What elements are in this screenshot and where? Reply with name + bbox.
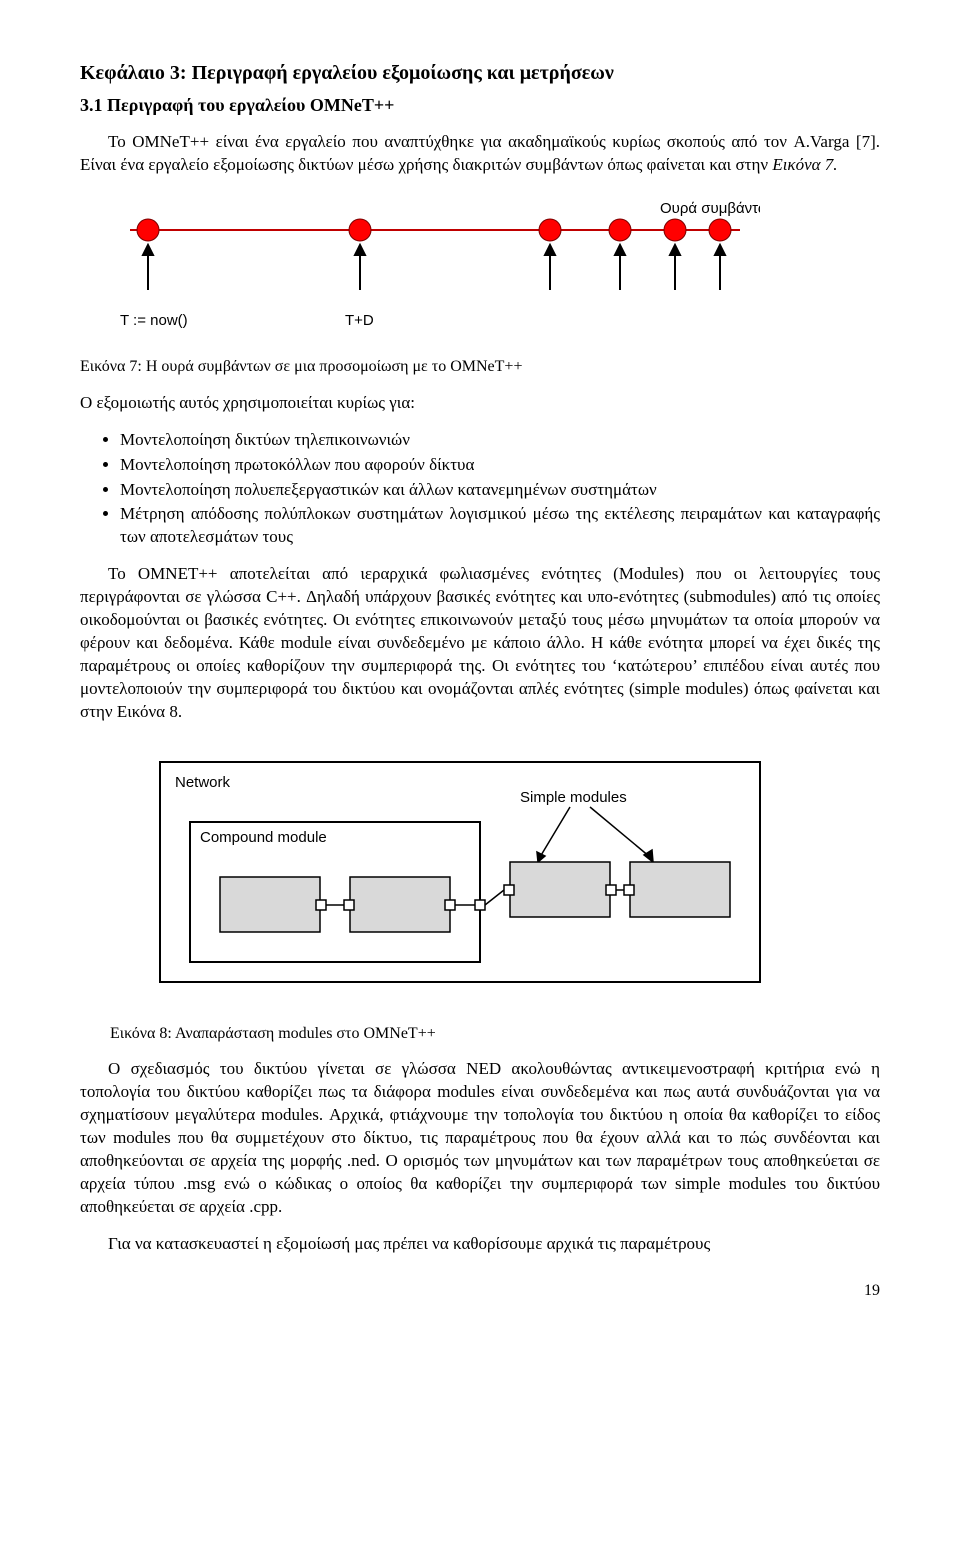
paragraph-intro-text: Το OMNeT++ είναι ένα εργαλείο που αναπτύ… — [80, 132, 880, 174]
connector-port — [475, 900, 485, 910]
event-circle — [664, 219, 686, 241]
bullet-list: Μοντελοποίηση δικτύων τηλεπικοινωνιών Μο… — [120, 429, 880, 550]
simple-module-box — [350, 877, 450, 932]
t-now-label: T := now() — [120, 312, 188, 329]
network-label: Network — [175, 774, 231, 791]
connector-port — [445, 900, 455, 910]
figure-8-caption: Εικόνα 8: Αναπαράσταση modules στο OMNeT… — [110, 1023, 880, 1045]
list-item: Μοντελοποίηση δικτύων τηλεπικοινωνιών — [120, 429, 880, 452]
figure7-ref: Εικόνα 7. — [772, 155, 837, 174]
paragraph-intro: Το OMNeT++ είναι ένα εργαλείο που αναπτύ… — [80, 131, 880, 177]
event-circle — [539, 219, 561, 241]
list-intro: Ο εξομοιωτής αυτός χρησιμοποιείται κυρίω… — [80, 392, 880, 415]
arrow-group — [143, 245, 725, 290]
connector-port — [606, 885, 616, 895]
event-circle — [709, 219, 731, 241]
simple-modules-label: Simple modules — [520, 789, 627, 806]
simple-module-box — [220, 877, 320, 932]
paragraph-ned: Ο σχεδιασμός του δικτύου γίνεται σε γλώσ… — [80, 1058, 880, 1219]
paragraph-modules: Το OMNET++ αποτελείται από ιεραρχικά φωλ… — [80, 563, 880, 724]
event-circle — [137, 219, 159, 241]
connector-port — [624, 885, 634, 895]
paragraph-last: Για να κατασκευαστεί η εξομοίωσή μας πρέ… — [80, 1233, 880, 1256]
figure-7-svg: Ουρά συμβάντων T := now() T+D — [120, 195, 760, 335]
event-circle — [609, 219, 631, 241]
simple-module-box — [630, 862, 730, 917]
compound-module-label: Compound module — [200, 829, 327, 846]
list-item: Μοντελοποίηση πρωτοκόλλων που αφορούν δί… — [120, 454, 880, 477]
figure-7: Ουρά συμβάντων T := now() T+D — [80, 195, 880, 342]
simple-module-box — [510, 862, 610, 917]
figure-8-svg: Network Simple modules Compound module — [140, 742, 780, 1002]
connector-port — [316, 900, 326, 910]
figure-7-caption: Εικόνα 7: Η ουρά συμβάντων σε μια προσομ… — [80, 356, 880, 378]
connector-port — [504, 885, 514, 895]
section-title: 3.1 Περιγραφή του εργαλείου OMNeT++ — [80, 93, 880, 117]
t-d-label: T+D — [345, 312, 374, 329]
chapter-title: Κεφάλαιο 3: Περιγραφή εργαλείου εξομοίωσ… — [80, 60, 880, 87]
connector-port — [344, 900, 354, 910]
event-circle — [349, 219, 371, 241]
figure-8: Network Simple modules Compound module — [80, 742, 880, 1009]
queue-label: Ουρά συμβάντων — [660, 200, 760, 217]
list-item: Μέτρηση απόδοσης πολύπλοκων συστημάτων λ… — [120, 503, 880, 549]
list-item: Μοντελοποίηση πολυεπεξεργαστικών και άλλ… — [120, 479, 880, 502]
page-number: 19 — [80, 1280, 880, 1302]
